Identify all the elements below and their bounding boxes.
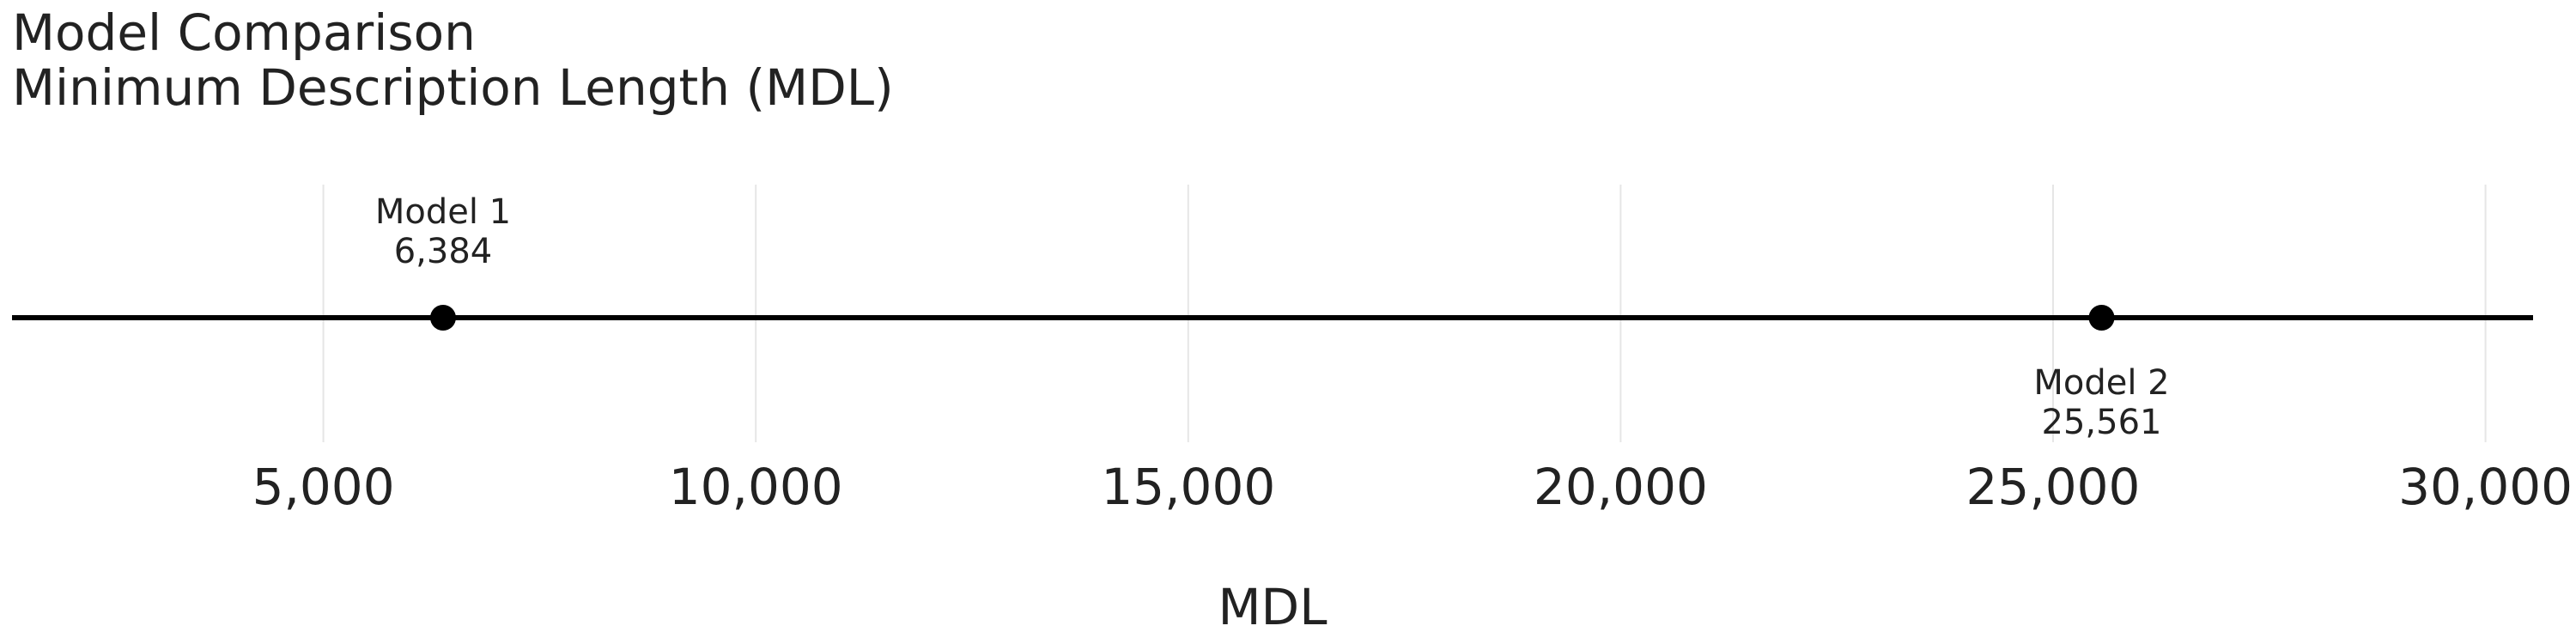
- x-tick-labels: 5,000 10,000 15,000 20,000 25,000 30,000: [252, 458, 2573, 516]
- x-axis-title: MDL: [1218, 578, 1327, 636]
- data-point: [2088, 305, 2115, 331]
- point-value-label: 25,561: [2042, 403, 2162, 442]
- x-tick-label: 30,000: [2398, 458, 2573, 516]
- x-tick-label: 5,000: [252, 458, 395, 516]
- chart-title: Model Comparison: [12, 3, 476, 62]
- gridlines: [322, 185, 2487, 442]
- data-points: Model 16,384 Model 225,561: [375, 192, 2170, 442]
- x-tick-label: 25,000: [1966, 458, 2141, 516]
- x-tick-label: 10,000: [669, 458, 843, 516]
- x-tick-label: 20,000: [1534, 458, 1708, 516]
- data-point: [429, 305, 456, 331]
- point-name-label: Model 2: [2033, 363, 2169, 403]
- chart-subtitle: Minimum Description Length (MDL): [12, 58, 894, 117]
- point-name-label: Model 1: [375, 192, 511, 232]
- point-value-label: 6,384: [394, 232, 493, 271]
- x-tick-label: 15,000: [1101, 458, 1275, 516]
